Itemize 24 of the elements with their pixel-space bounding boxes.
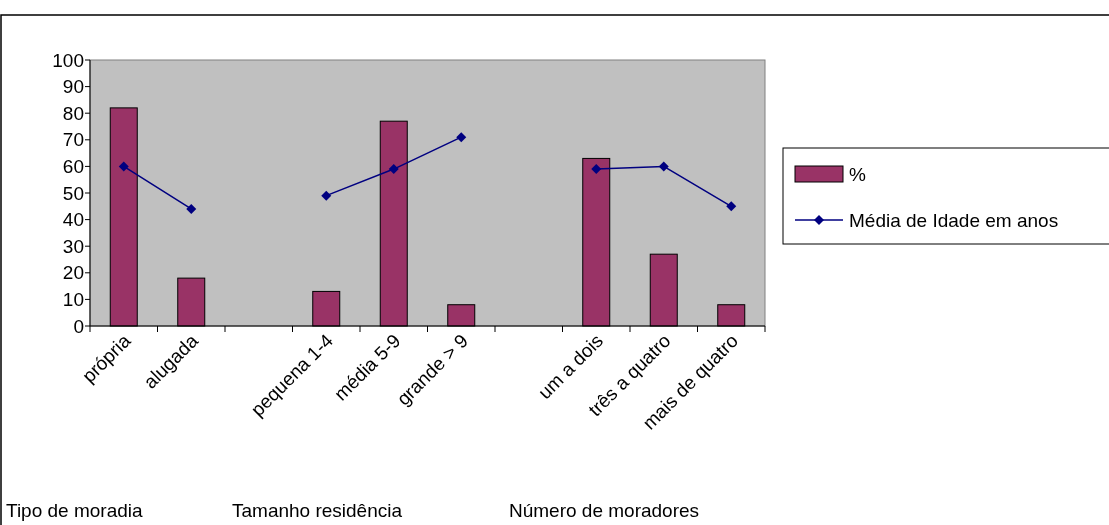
legend-label: Média de Idade em anos [849, 209, 1059, 231]
legend-label: % [849, 163, 866, 185]
point [726, 201, 737, 212]
text: Tipo de moradia [6, 500, 144, 521]
point [658, 161, 669, 172]
y-tick-label: 50 [62, 182, 84, 204]
y-tick-label: 100 [52, 49, 84, 71]
point [388, 164, 399, 175]
y-tick-label: 10 [62, 289, 84, 311]
y-tick-label: 40 [62, 209, 84, 231]
y-tick-label: 70 [62, 129, 84, 151]
point [186, 203, 197, 214]
point [118, 161, 129, 172]
point [456, 132, 467, 143]
y-tick-label: 80 [62, 102, 84, 124]
y-tick-label: 0 [73, 315, 84, 337]
y-tick-label: 90 [62, 76, 84, 98]
point [591, 164, 602, 175]
point [321, 190, 332, 201]
y-tick-label: 60 [62, 156, 84, 178]
y-tick-label: 30 [62, 235, 84, 257]
text: Número de moradores [509, 500, 700, 521]
text: Tamanho residência [232, 500, 403, 521]
y-tick-label: 20 [62, 262, 84, 284]
